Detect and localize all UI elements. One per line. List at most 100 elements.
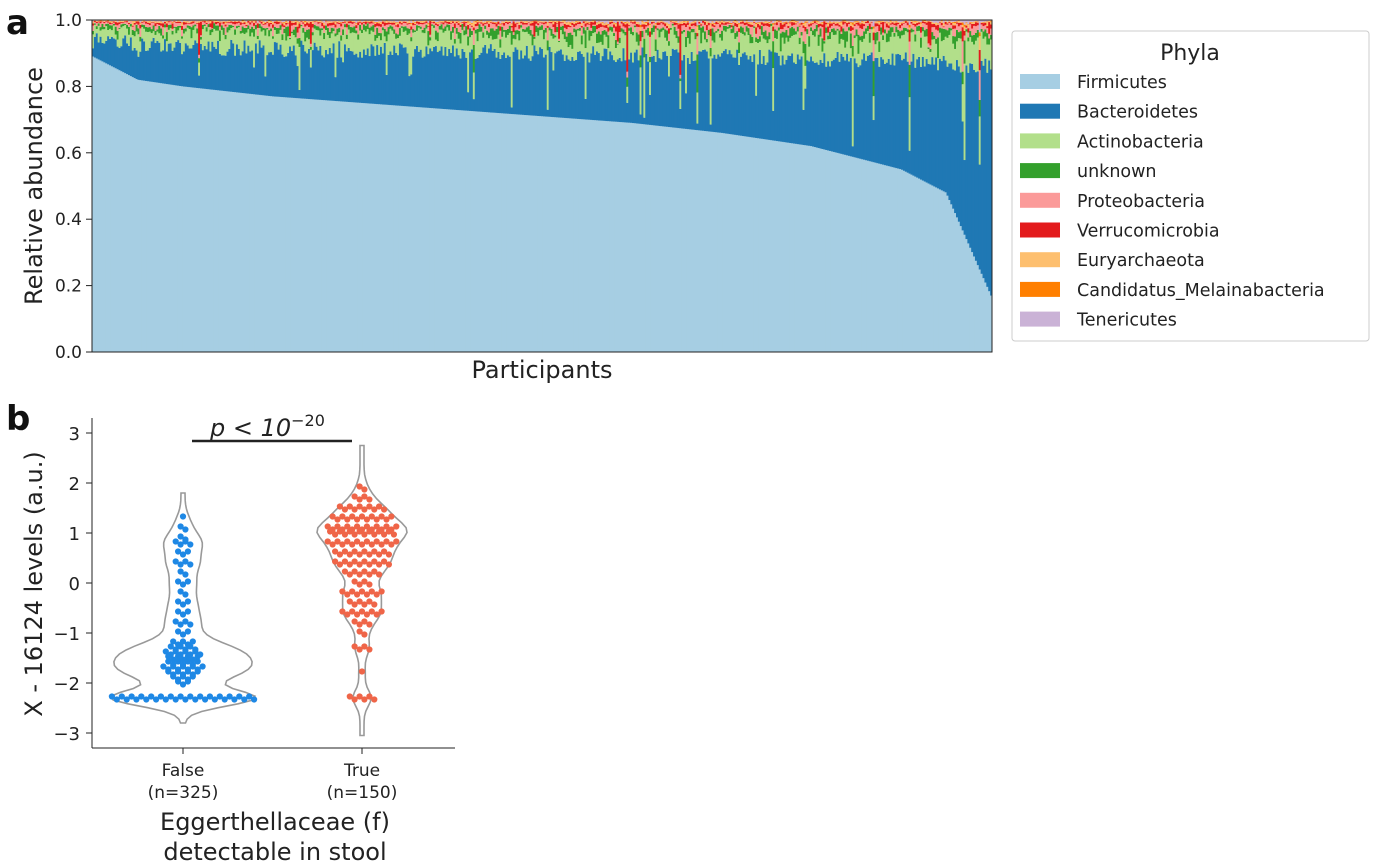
bar-segment-euryarchaeota [541, 21, 544, 23]
bar-segment-tenericutes [840, 20, 843, 22]
bar-segment-unknown [834, 30, 838, 35]
bar-segment-verrucomicrobia [143, 21, 146, 23]
bar-segment-bacteroidetes [315, 46, 318, 100]
bar-segment-firmicutes [131, 77, 135, 353]
bar-segment-tenericutes [330, 20, 334, 22]
bar-segment-actinobacteria [330, 33, 334, 54]
bar-segment-verrucomicrobia [762, 23, 766, 27]
bar-segment-actinobacteria [385, 41, 388, 75]
bar-segment-euryarchaeota [908, 27, 911, 30]
bar-segment-tenericutes [546, 20, 550, 23]
bar-segment-euryarchaeota [698, 20, 701, 22]
y-tick-label-b: −3 [53, 724, 80, 745]
bar-segment-euryarchaeota [806, 21, 809, 23]
bar-segment-tenericutes [967, 20, 970, 25]
bar-segment-tenericutes [145, 20, 148, 22]
bar-segment-firmicutes [264, 95, 267, 352]
bar-segment-proteobacteria [906, 25, 910, 30]
y-tick-label-b: 3 [69, 424, 80, 445]
bar-segment-verrucomicrobia [918, 22, 921, 25]
bar-segment-unknown [681, 31, 684, 34]
bar-segment-verrucomicrobia [272, 24, 275, 28]
bar-segment-bacteroidetes [626, 102, 629, 123]
bar-segment-actinobacteria [806, 34, 809, 61]
swarm-point-false [182, 591, 189, 598]
bar-segment-unknown [592, 25, 595, 34]
bar-segment-proteobacteria [726, 23, 730, 27]
bar-segment-actinobacteria [491, 39, 495, 51]
bar-segment-proteobacteria [662, 24, 665, 28]
bar-segment-unknown [344, 24, 347, 28]
bar-segment-unknown [164, 24, 167, 28]
bar-segment-proteobacteria [929, 45, 932, 49]
swarm-point-false [226, 693, 233, 700]
bar-segment-bacteroidetes [285, 56, 288, 98]
bar-segment-euryarchaeota [622, 22, 625, 24]
bar-segment-euryarchaeota [840, 22, 843, 27]
bar-segment-bacteroidetes [713, 54, 716, 133]
bar-segment-unknown [626, 77, 629, 87]
bar-segment-bacteroidetes [868, 54, 872, 162]
bar-segment-firmicutes [806, 145, 809, 352]
bar-segment-euryarchaeota [715, 21, 718, 22]
bar-segment-firmicutes [465, 110, 468, 353]
bar-segment-verrucomicrobia [200, 21, 203, 36]
swarm-point-true [368, 608, 375, 615]
bar-segment-tenericutes [851, 20, 855, 23]
bar-segment-proteobacteria [810, 25, 813, 28]
bar-segment-bacteroidetes [607, 59, 610, 122]
bar-segment-proteobacteria [738, 31, 741, 43]
bar-segment-euryarchaeota [245, 21, 248, 25]
bar-segment-tenericutes [529, 20, 532, 22]
bar-segment-actinobacteria [821, 51, 824, 63]
bar-segment-actinobacteria [292, 35, 296, 46]
bar-segment-actinobacteria [586, 30, 589, 53]
bar-segment-actinobacteria [398, 35, 402, 44]
swarm-point-true [366, 646, 373, 653]
bar-segment-unknown [654, 39, 658, 52]
bar-segment-actinobacteria [167, 29, 171, 44]
swarm-point-false [177, 541, 184, 548]
bar-segment-firmicutes [201, 88, 205, 352]
bar-segment-euryarchaeota [552, 21, 555, 25]
bar-segment-actinobacteria [715, 32, 718, 59]
bar-segment-tenericutes [764, 20, 767, 22]
bar-segment-unknown [321, 28, 324, 31]
bar-segment-verrucomicrobia [256, 23, 260, 28]
bar-segment-tenericutes [109, 20, 112, 22]
swarm-point-true [349, 588, 356, 595]
bar-segment-firmicutes [868, 161, 872, 352]
bar-segment-euryarchaeota [290, 21, 294, 23]
bar-segment-actinobacteria [762, 38, 766, 57]
bar-segment-firmicutes [345, 101, 349, 352]
bar-segment-firmicutes [800, 144, 803, 352]
bar-segment-euryarchaeota [770, 20, 773, 22]
bar-segment-actinobacteria [588, 40, 591, 63]
bar-segment-firmicutes [794, 143, 798, 352]
bar-segment-euryarchaeota [872, 28, 875, 33]
bar-segment-verrucomicrobia [980, 22, 983, 25]
bar-segment-verrucomicrobia [577, 22, 580, 25]
bar-segment-unknown [478, 24, 481, 32]
swarm-point-true [368, 526, 375, 533]
bar-segment-verrucomicrobia [673, 22, 676, 25]
bar-segment-euryarchaeota [319, 20, 322, 23]
bar-segment-firmicutes [169, 84, 172, 353]
bar-segment-bacteroidetes [514, 47, 517, 115]
bar-segment-firmicutes [624, 122, 627, 352]
bar-segment-bacteroidetes [556, 51, 559, 118]
bar-segment-bacteroidetes [770, 51, 773, 141]
bar-segment-candidatus_melainabacteria [499, 23, 502, 25]
bar-segment-bacteroidetes [914, 67, 917, 177]
bar-segment-euryarchaeota [357, 21, 360, 23]
bar-segment-verrucomicrobia [741, 21, 745, 24]
bar-segment-euryarchaeota [844, 21, 847, 23]
bar-segment-verrucomicrobia [908, 29, 911, 42]
bar-segment-euryarchaeota [296, 21, 299, 27]
bar-segment-tenericutes [774, 20, 777, 22]
bar-segment-bacteroidetes [535, 50, 538, 116]
bar-segment-actinobacteria [571, 48, 574, 57]
bar-segment-unknown [594, 26, 597, 33]
bar-segment-verrucomicrobia [459, 24, 462, 27]
bar-segment-euryarchaeota [179, 21, 182, 22]
